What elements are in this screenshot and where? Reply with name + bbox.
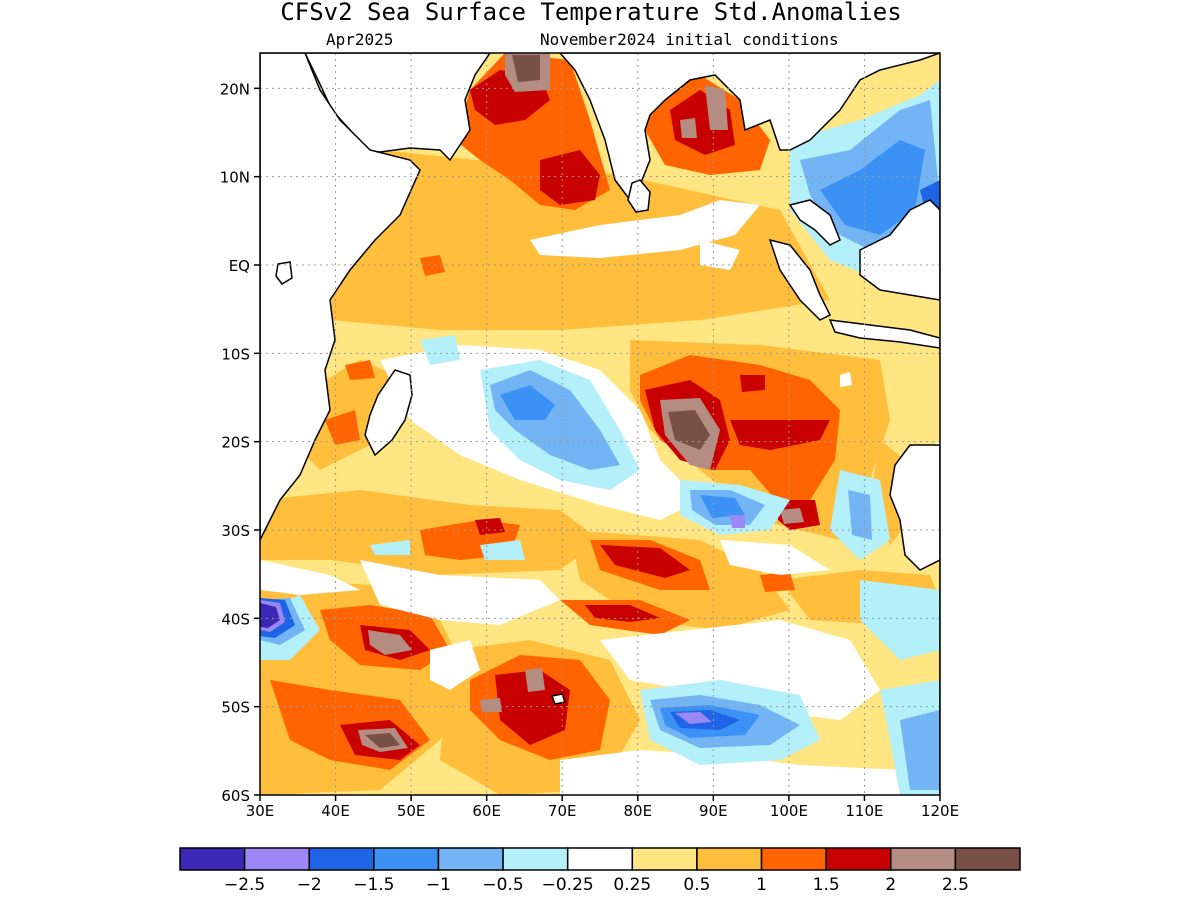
lon-tick-label: 90E bbox=[699, 802, 728, 820]
figure-title: CFSv2 Sea Surface Temperature Std.Anomal… bbox=[280, 0, 901, 26]
lon-tick-label: 50E bbox=[397, 802, 426, 820]
colorbar-swatch bbox=[179, 847, 246, 871]
lat-tick-label: 20S bbox=[221, 434, 250, 452]
borneo bbox=[859, 199, 940, 301]
colorbar-label: −1 bbox=[426, 875, 451, 895]
lon-tick-label: 80E bbox=[623, 802, 652, 820]
colorbar-swatch bbox=[760, 847, 827, 871]
colorbar-swatch bbox=[825, 847, 892, 871]
anomaly-extreme-cool-areas bbox=[260, 603, 280, 628]
colorbar-label: −0.25 bbox=[542, 875, 594, 895]
colorbar-label: −0.5 bbox=[482, 875, 523, 895]
sumatra bbox=[768, 238, 832, 321]
small-island bbox=[275, 261, 293, 285]
colorbar-swatch bbox=[243, 847, 310, 871]
colorbar-label: −1.5 bbox=[353, 875, 394, 895]
lon-tick-label: 30E bbox=[246, 802, 275, 820]
colorbar-label: 1 bbox=[756, 875, 767, 895]
lon-tick-label: 110E bbox=[845, 802, 883, 820]
colorbar-label: 0.5 bbox=[683, 875, 710, 895]
sri-lanka bbox=[627, 179, 651, 213]
colorbar-label: 0.25 bbox=[613, 875, 651, 895]
colorbar-label: 1.5 bbox=[813, 875, 840, 895]
lon-tick-label: 40E bbox=[321, 802, 350, 820]
java bbox=[828, 319, 940, 349]
lat-tick-label: 10N bbox=[220, 169, 250, 187]
lat-tick-label: 30S bbox=[221, 522, 250, 540]
madagascar bbox=[364, 369, 413, 457]
colorbar-label: −2 bbox=[297, 875, 322, 895]
lat-tick-label: 20N bbox=[220, 80, 250, 98]
australia bbox=[889, 444, 940, 795]
lat-tick-label: 10S bbox=[221, 345, 250, 363]
colorbar-swatch bbox=[631, 847, 698, 871]
lat-tick-label: EQ bbox=[229, 257, 250, 275]
lat-tick-label: 60S bbox=[221, 787, 250, 805]
colorbar-label: −2.5 bbox=[224, 875, 265, 895]
lon-tick-label: 60E bbox=[472, 802, 501, 820]
colorbar-swatch bbox=[502, 847, 569, 871]
lon-tick-label: 70E bbox=[548, 802, 577, 820]
africa bbox=[260, 53, 421, 541]
colorbar-swatch bbox=[696, 847, 763, 871]
malay-peninsula bbox=[788, 199, 841, 246]
colorbar-swatch bbox=[566, 847, 634, 871]
colorbar-label: 2.5 bbox=[942, 875, 969, 895]
longitude-axis: 30E 40E 50E 60E 70E 80E 90E 100E 110E 120E bbox=[246, 795, 959, 820]
map-panel bbox=[260, 53, 940, 795]
initial-conditions: November2024 initial conditions bbox=[540, 30, 839, 49]
indian-subcontinent bbox=[558, 53, 940, 202]
colorbar-swatch bbox=[890, 847, 957, 871]
map-frame bbox=[259, 52, 941, 796]
anomaly-max-warm-areas bbox=[365, 55, 710, 748]
lon-tick-label: 120E bbox=[921, 802, 959, 820]
colorbar-swatch bbox=[437, 847, 504, 871]
colorbar-swatch bbox=[308, 847, 375, 871]
colorbar-swatch bbox=[954, 847, 1021, 871]
arabian-peninsula bbox=[260, 53, 491, 162]
lat-tick-label: 40S bbox=[221, 610, 250, 628]
map-grid bbox=[260, 53, 940, 795]
lon-tick-label: 100E bbox=[770, 802, 808, 820]
land-masses bbox=[260, 53, 940, 795]
colorbar-label: 2 bbox=[885, 875, 896, 895]
latitude-axis: 20N 10N EQ 10S 20S 30S 40S 50S 60S bbox=[220, 80, 260, 805]
colorbar-swatch bbox=[373, 847, 440, 871]
colorbar: −2.5 −2 −1.5 −1 −0.5 −0.25 0.25 0.5 1 1.5 2 2.5 bbox=[179, 847, 1021, 895]
kerguelen bbox=[550, 693, 567, 705]
forecast-month: Apr2025 bbox=[326, 30, 393, 49]
lat-tick-label: 50S bbox=[221, 699, 250, 717]
